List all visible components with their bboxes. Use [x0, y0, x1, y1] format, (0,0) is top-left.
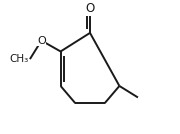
Text: CH₃: CH₃: [9, 54, 29, 64]
Text: O: O: [85, 2, 95, 15]
Text: O: O: [37, 36, 46, 46]
